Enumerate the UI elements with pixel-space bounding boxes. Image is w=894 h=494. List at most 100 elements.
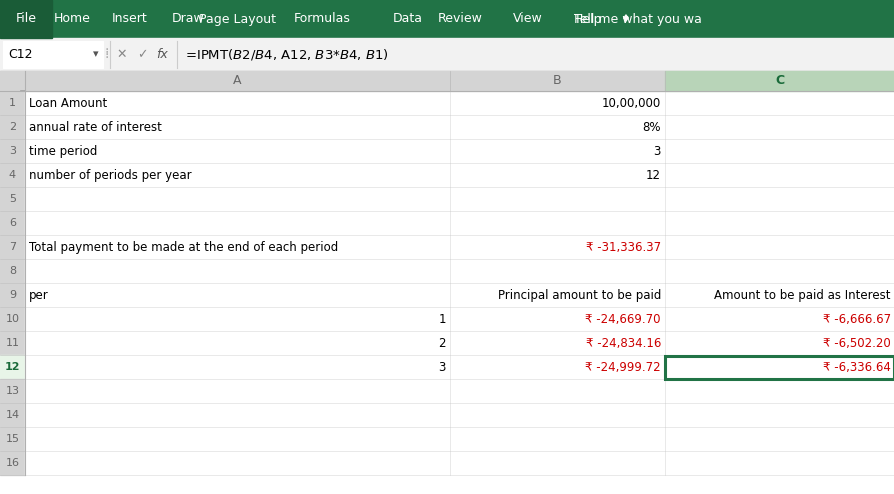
Bar — [450, 331, 664, 355]
Bar — [0, 71, 894, 91]
Bar — [25, 427, 450, 451]
Bar — [25, 379, 450, 403]
Bar — [0, 0, 894, 38]
Text: per: per — [29, 288, 48, 301]
Text: A: A — [233, 75, 241, 87]
Bar — [25, 451, 450, 475]
Bar — [0, 379, 25, 403]
Text: fx: fx — [156, 48, 168, 61]
Bar — [0, 403, 25, 427]
Bar — [0, 451, 25, 475]
Text: Loan Amount: Loan Amount — [29, 96, 107, 110]
Bar — [0, 211, 25, 235]
Text: 6: 6 — [9, 218, 16, 228]
Text: 16: 16 — [5, 458, 20, 468]
Bar — [664, 283, 894, 307]
Text: ▾: ▾ — [93, 49, 98, 59]
Text: ⁞: ⁞ — [105, 47, 109, 61]
Text: 8: 8 — [9, 266, 16, 276]
Text: 1: 1 — [9, 98, 16, 108]
Text: 2: 2 — [9, 122, 16, 132]
Bar — [664, 235, 894, 259]
Bar — [25, 307, 450, 331]
Bar — [0, 139, 25, 163]
Bar — [664, 139, 894, 163]
Bar — [0, 283, 25, 307]
Text: Formulas: Formulas — [293, 12, 350, 26]
Text: 13: 13 — [5, 386, 20, 396]
Text: ₹ -6,666.67: ₹ -6,666.67 — [822, 313, 890, 326]
Bar — [25, 283, 450, 307]
Bar — [25, 139, 450, 163]
Bar — [664, 331, 894, 355]
Text: 7: 7 — [9, 242, 16, 252]
Bar — [25, 91, 450, 115]
Text: ₹ -24,834.16: ₹ -24,834.16 — [585, 336, 661, 349]
Bar — [0, 427, 25, 451]
Bar — [450, 379, 664, 403]
Bar — [450, 211, 664, 235]
Bar — [664, 355, 894, 379]
Bar — [25, 331, 450, 355]
Text: 3: 3 — [438, 361, 445, 373]
Bar — [25, 187, 450, 211]
Bar — [450, 283, 664, 307]
Text: ₹ -24,999.72: ₹ -24,999.72 — [585, 361, 661, 373]
Text: 5: 5 — [9, 194, 16, 204]
Bar — [0, 355, 25, 379]
Text: Data: Data — [392, 12, 423, 26]
Bar — [0, 91, 25, 115]
Bar — [665, 356, 893, 378]
Text: 15: 15 — [5, 434, 20, 444]
Bar — [25, 115, 450, 139]
Bar — [664, 71, 894, 91]
Bar — [664, 451, 894, 475]
Text: Page Layout: Page Layout — [199, 12, 276, 26]
Text: 1: 1 — [438, 313, 445, 326]
Text: 12: 12 — [645, 168, 661, 181]
Text: Help: Help — [573, 12, 602, 26]
Bar — [450, 355, 664, 379]
Bar — [0, 38, 894, 71]
Bar — [0, 163, 25, 187]
Text: Insert: Insert — [112, 12, 148, 26]
Text: number of periods per year: number of periods per year — [29, 168, 191, 181]
Text: Draw: Draw — [172, 12, 204, 26]
Text: ₹ -6,336.64: ₹ -6,336.64 — [822, 361, 890, 373]
Bar — [3, 41, 103, 68]
Bar — [450, 451, 664, 475]
Bar — [664, 403, 894, 427]
Text: time period: time period — [29, 145, 97, 158]
Bar — [450, 235, 664, 259]
Bar — [664, 211, 894, 235]
Bar — [25, 235, 450, 259]
Bar — [0, 307, 25, 331]
Bar — [664, 163, 894, 187]
Bar — [25, 163, 450, 187]
Bar — [25, 71, 450, 91]
Text: Amount to be paid as Interest: Amount to be paid as Interest — [713, 288, 890, 301]
Bar — [0, 187, 25, 211]
Bar — [450, 187, 664, 211]
Text: 3: 3 — [9, 146, 16, 156]
Bar — [664, 427, 894, 451]
Text: ✓: ✓ — [137, 48, 148, 61]
Bar — [0, 115, 25, 139]
Text: ♦: ♦ — [620, 14, 629, 24]
Text: ₹ -24,669.70: ₹ -24,669.70 — [585, 313, 661, 326]
Text: ₹ -31,336.37: ₹ -31,336.37 — [586, 241, 661, 253]
Text: Principal amount to be paid: Principal amount to be paid — [497, 288, 661, 301]
Bar — [450, 259, 664, 283]
Bar — [0, 259, 25, 283]
Text: C12: C12 — [8, 48, 32, 61]
Bar — [450, 163, 664, 187]
Bar — [25, 211, 450, 235]
Text: Home: Home — [54, 12, 90, 26]
Bar — [25, 403, 450, 427]
Text: 2: 2 — [438, 336, 445, 349]
Bar — [25, 259, 450, 283]
Bar — [25, 355, 450, 379]
Text: View: View — [512, 12, 543, 26]
Text: Tell me what you wa: Tell me what you wa — [573, 12, 701, 26]
Text: B: B — [552, 75, 561, 87]
